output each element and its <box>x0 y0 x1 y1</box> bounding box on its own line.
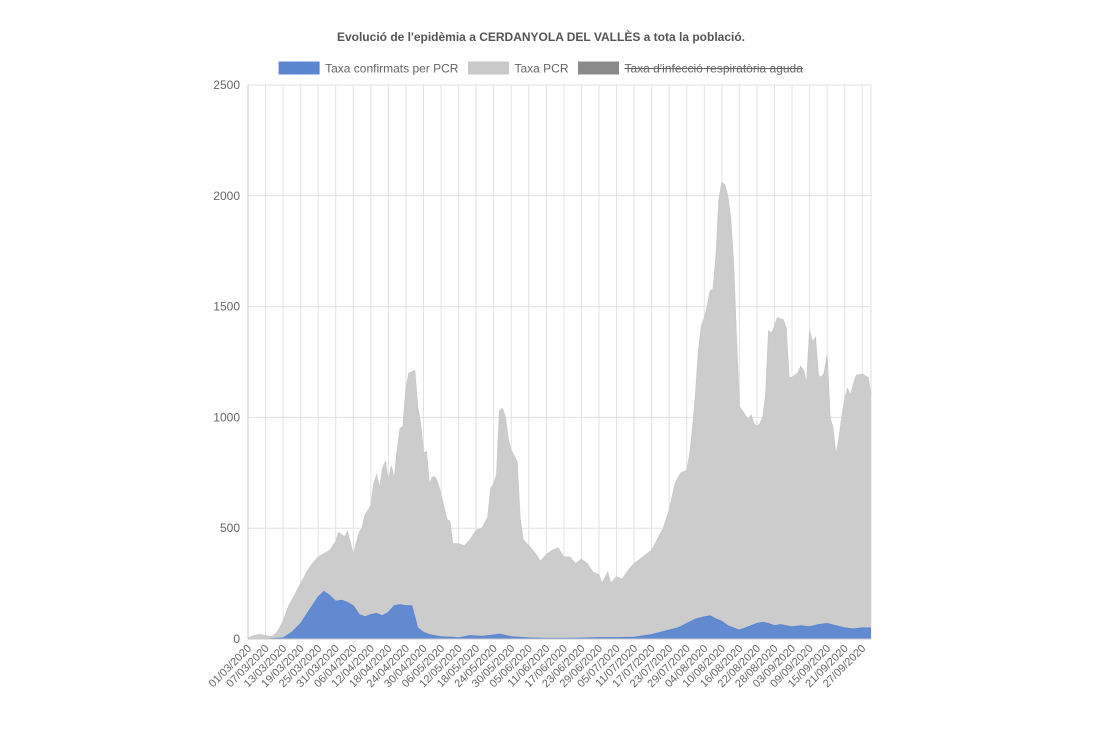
y-axis-ticks: 0 500 1000 1500 2000 2500 <box>213 78 240 646</box>
y-tick-label: 1500 <box>213 300 240 314</box>
legend-item-taxa-d-infecci-respirat-ria-aguda[interactable]: Taxa d'infecció respiratòria aguda <box>578 61 804 76</box>
legend-item-taxa-pcr[interactable]: Taxa PCR <box>467 61 569 76</box>
series-line-taxa-confirmats-per-pcr <box>248 590 871 640</box>
y-tick-label: 1000 <box>213 410 240 424</box>
chart-title: Evolució de l'epidèmia a CERDANYOLA DEL … <box>337 29 745 44</box>
legend-label[interactable]: Taxa PCR <box>514 62 568 76</box>
y-tick-label: 0 <box>233 632 240 646</box>
legend-label[interactable]: Taxa confirmats per PCR <box>325 62 459 76</box>
legend-swatch[interactable] <box>278 61 320 75</box>
series-layer <box>247 181 872 640</box>
y-tick-label: 2500 <box>213 78 240 92</box>
legend[interactable]: Taxa confirmats per PCR Taxa PCR Taxa d'in… <box>278 61 804 76</box>
legend-swatch[interactable] <box>467 61 509 75</box>
x-axis-ticks: 01/03/202007/03/202013/03/202019/03/2020… <box>207 643 869 690</box>
axes <box>247 85 871 640</box>
series-area-taxa-pcr <box>248 182 871 639</box>
legend-swatch[interactable] <box>578 61 619 75</box>
series-area-taxa-confirmats-per-pcr <box>248 591 871 639</box>
legend-item-taxa-confirmats-per-pcr[interactable]: Taxa confirmats per PCR <box>278 61 459 76</box>
series-line-taxa-pcr <box>247 181 872 639</box>
y-tick-label: 500 <box>220 521 240 535</box>
y-tick-label: 2000 <box>213 189 240 203</box>
